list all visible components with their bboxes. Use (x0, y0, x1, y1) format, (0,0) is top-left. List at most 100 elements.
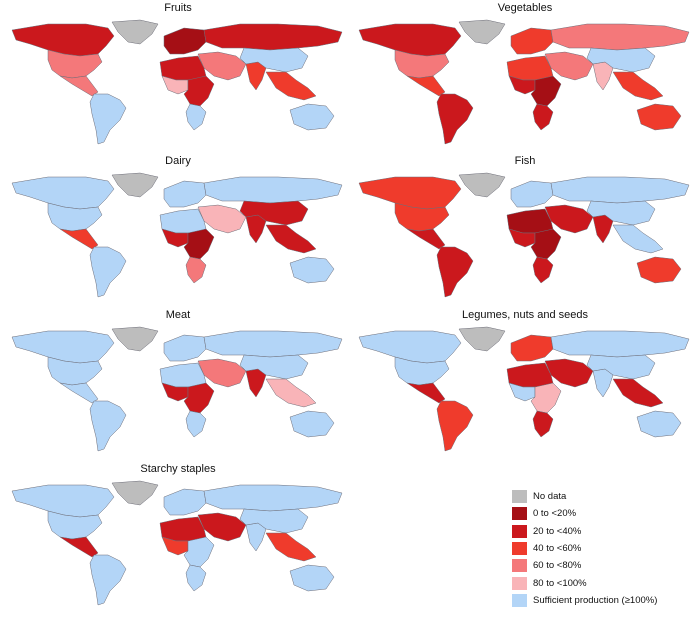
region-central-america (59, 75, 99, 97)
region-se-asia (265, 532, 317, 562)
world-map-fish (358, 172, 690, 298)
region-middle-east (544, 204, 594, 234)
region-africa-south (185, 564, 207, 592)
region-africa-north (506, 208, 554, 234)
region-india (592, 214, 614, 244)
legend-swatch (512, 559, 527, 573)
region-europe (510, 180, 554, 208)
region-south-america (89, 93, 127, 145)
region-africa-south (532, 103, 554, 131)
map-panel-fruits: Fruits (8, 2, 348, 152)
region-africa-south (532, 256, 554, 284)
legend-label: No data (533, 491, 567, 503)
region-se-asia (612, 71, 664, 101)
region-africa-north (159, 208, 207, 234)
region-greenland (111, 172, 159, 198)
legend-label: 60 to <80% (533, 560, 582, 572)
region-africa-south (185, 256, 207, 284)
region-north-america (11, 23, 115, 57)
region-south-america (89, 554, 127, 606)
region-australia (636, 256, 682, 284)
region-central-america (59, 228, 99, 250)
region-south-america (436, 400, 474, 452)
region-usa (394, 356, 450, 386)
region-africa-north (506, 362, 554, 388)
region-greenland (111, 326, 159, 352)
region-north-america (11, 176, 115, 210)
region-india (245, 522, 267, 552)
region-middle-east (197, 204, 247, 234)
region-australia (289, 410, 335, 438)
map-panel-legumes: Legumes, nuts and seeds (355, 309, 695, 459)
world-map-starchy (11, 480, 343, 606)
region-greenland (458, 172, 506, 198)
region-north-america (11, 484, 115, 518)
region-greenland (111, 19, 159, 45)
region-africa-central (530, 228, 562, 260)
region-australia (289, 103, 335, 131)
region-middle-east (197, 358, 247, 388)
legend-swatch (512, 542, 527, 556)
world-map-meat (11, 326, 343, 452)
region-africa-south (532, 410, 554, 438)
region-north-america (358, 330, 462, 364)
region-india (245, 61, 267, 91)
region-africa-north (159, 516, 207, 542)
region-africa-north (159, 362, 207, 388)
region-central-america (406, 382, 446, 404)
region-south-america (436, 93, 474, 145)
world-map-legumes (358, 326, 690, 452)
region-australia (289, 564, 335, 592)
panel-title: Legumes, nuts and seeds (462, 309, 588, 321)
legend-label: 20 to <40% (533, 525, 582, 537)
region-se-asia (612, 224, 664, 254)
region-india (245, 214, 267, 244)
region-se-asia (612, 378, 664, 408)
region-europe (163, 488, 207, 516)
region-central-america (59, 382, 99, 404)
region-africa-north (159, 55, 207, 81)
region-australia (289, 256, 335, 284)
region-africa-central (183, 228, 215, 260)
region-greenland (458, 19, 506, 45)
region-australia (636, 103, 682, 131)
region-north-america (358, 176, 462, 210)
region-middle-east (544, 51, 594, 81)
panel-title: Meat (165, 309, 191, 321)
region-usa (47, 510, 103, 540)
legend-swatch (512, 490, 527, 504)
region-north-america (358, 23, 462, 57)
world-map-fruits (11, 19, 343, 145)
legend-label: Sufficient production (≥100%) (533, 594, 658, 606)
legend-swatch (512, 507, 527, 521)
region-australia (636, 410, 682, 438)
legend-label: 40 to <60% (533, 543, 582, 555)
map-panel-meat: Meat (8, 309, 348, 459)
panel-title: Vegetables (497, 2, 553, 14)
legend-item: No data (512, 488, 692, 505)
region-india (592, 368, 614, 398)
world-map-vegetables (358, 19, 690, 145)
legend-swatch (512, 576, 527, 590)
region-greenland (111, 480, 159, 506)
legend-item: 80 to <100% (512, 574, 692, 591)
region-usa (47, 49, 103, 79)
legend-item: 20 to <40% (512, 523, 692, 540)
region-india (592, 61, 614, 91)
region-europe (163, 180, 207, 208)
legend-label: 0 to <20% (533, 508, 577, 520)
region-africa-central (183, 382, 215, 414)
region-russia (203, 330, 343, 358)
region-europe (510, 27, 554, 55)
legend-item: 60 to <80% (512, 557, 692, 574)
region-central-america (406, 228, 446, 250)
region-europe (163, 334, 207, 362)
region-north-america (11, 330, 115, 364)
region-russia (203, 176, 343, 204)
region-russia (550, 330, 690, 358)
panel-title: Dairy (165, 155, 191, 167)
region-se-asia (265, 224, 317, 254)
panel-title: Fruits (164, 2, 192, 14)
region-india (245, 368, 267, 398)
world-map-dairy (11, 172, 343, 298)
